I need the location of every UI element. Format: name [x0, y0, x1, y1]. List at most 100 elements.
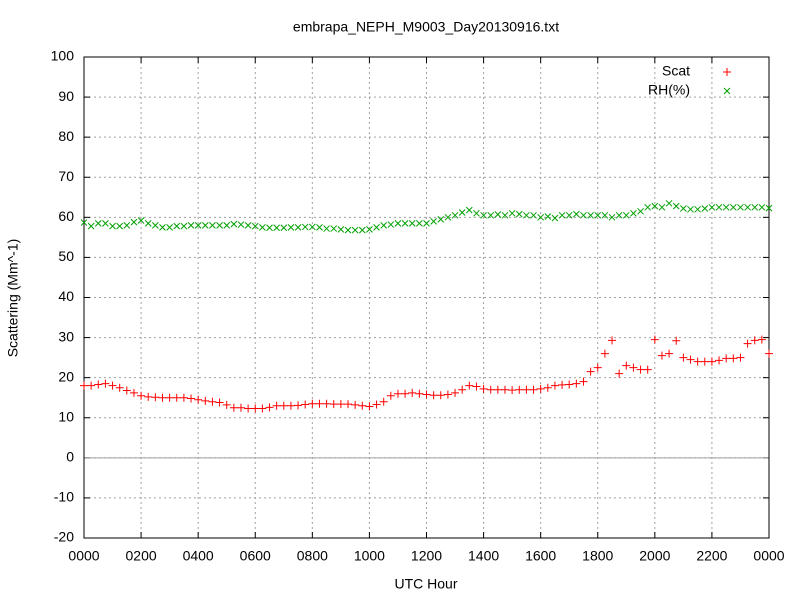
marker	[301, 223, 309, 231]
marker	[722, 354, 731, 363]
marker	[287, 224, 295, 231]
marker	[465, 206, 473, 214]
marker	[587, 211, 594, 219]
marker	[743, 339, 752, 348]
marker	[750, 336, 759, 345]
marker	[480, 211, 487, 219]
marker	[572, 379, 581, 388]
marker	[443, 390, 452, 399]
marker	[630, 209, 637, 217]
marker	[366, 226, 373, 233]
marker	[437, 215, 445, 223]
marker	[322, 399, 331, 408]
marker	[251, 404, 260, 413]
marker	[137, 217, 145, 224]
y-tick-label: 0	[66, 449, 74, 465]
marker	[416, 219, 423, 227]
marker	[358, 401, 367, 410]
marker	[658, 203, 666, 211]
marker	[209, 221, 216, 229]
marker	[408, 388, 417, 397]
marker	[757, 335, 766, 344]
marker	[422, 390, 431, 399]
marker	[144, 219, 152, 227]
marker	[593, 363, 602, 372]
marker	[650, 335, 659, 344]
marker	[244, 404, 253, 413]
marker	[494, 211, 502, 218]
marker	[387, 221, 395, 228]
marker	[87, 222, 95, 230]
marker	[751, 203, 759, 211]
marker	[679, 353, 688, 362]
marker	[487, 211, 495, 219]
marker	[707, 357, 716, 366]
marker	[315, 399, 324, 408]
y-tick-label: 20	[58, 368, 74, 384]
marker	[758, 203, 766, 211]
marker	[187, 221, 195, 229]
marker	[522, 385, 531, 394]
x-tick-label: 1800	[582, 548, 613, 564]
marker	[765, 204, 773, 212]
legend-label: Scat	[662, 63, 690, 79]
marker	[644, 203, 652, 211]
marker	[700, 357, 709, 366]
marker	[551, 214, 559, 222]
marker	[230, 220, 238, 228]
marker	[208, 397, 217, 406]
marker	[537, 213, 545, 221]
marker	[351, 226, 359, 234]
marker	[165, 393, 174, 402]
marker	[565, 380, 574, 389]
marker	[729, 354, 738, 363]
marker	[586, 367, 595, 376]
marker	[550, 381, 559, 390]
marker	[523, 211, 530, 219]
legend-label: RH(%)	[648, 82, 690, 98]
marker	[294, 401, 303, 410]
y-tick-label: -20	[54, 529, 74, 545]
marker	[358, 226, 366, 234]
marker	[137, 391, 146, 400]
marker	[508, 386, 517, 395]
marker	[530, 211, 537, 219]
y-tick-label: 50	[58, 248, 74, 264]
x-tick-label: 1600	[525, 548, 556, 564]
marker	[152, 221, 159, 229]
marker	[216, 221, 223, 229]
marker	[336, 400, 345, 409]
marker	[244, 221, 252, 229]
marker	[493, 385, 502, 394]
y-tick-label: 30	[58, 328, 74, 344]
marker	[765, 349, 773, 358]
marker	[265, 403, 274, 412]
marker	[130, 218, 138, 226]
marker	[601, 211, 609, 219]
marker	[144, 392, 153, 401]
marker	[316, 224, 323, 231]
marker	[201, 396, 210, 405]
marker	[744, 203, 751, 211]
marker	[308, 399, 317, 408]
x-tick-label: 0800	[297, 548, 328, 564]
marker	[479, 384, 488, 393]
marker	[222, 400, 231, 409]
marker	[451, 211, 459, 219]
marker	[544, 213, 552, 220]
marker	[615, 211, 623, 219]
marker	[622, 211, 630, 219]
marker	[694, 205, 701, 213]
marker	[636, 365, 645, 374]
marker	[444, 213, 452, 221]
marker	[458, 385, 467, 394]
marker	[87, 381, 96, 390]
marker	[294, 224, 302, 231]
marker	[429, 391, 438, 400]
marker	[680, 205, 687, 212]
marker	[423, 219, 430, 227]
marker	[379, 397, 388, 406]
x-tick-label: 0000	[753, 548, 784, 564]
x-tick-label: 1400	[468, 548, 499, 564]
marker	[715, 356, 724, 365]
